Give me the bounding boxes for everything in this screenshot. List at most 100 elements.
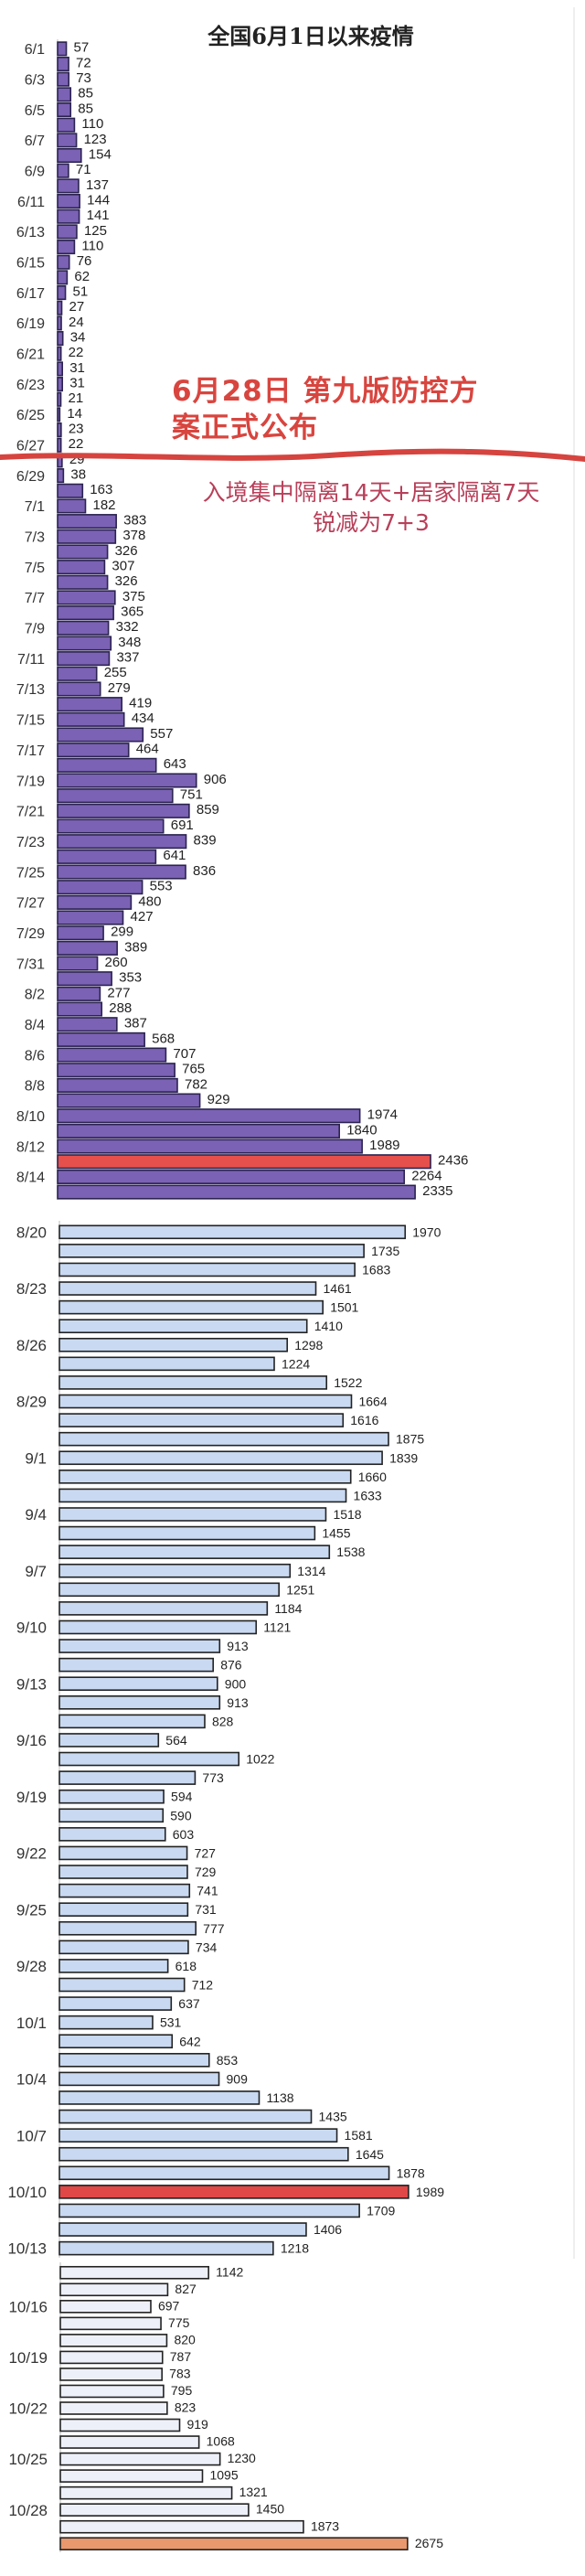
bar — [58, 1262, 356, 1277]
value-label: 557 — [150, 726, 173, 742]
bar — [57, 1047, 167, 1063]
value-label: 787 — [170, 2349, 192, 2364]
date-tick-label: 7/13 — [16, 682, 45, 698]
value-label: 137 — [86, 177, 109, 193]
value-label: 827 — [175, 2282, 197, 2296]
value-label: 1406 — [314, 2222, 342, 2237]
value-label: 427 — [131, 909, 154, 925]
value-label: 1840 — [346, 1122, 377, 1138]
value-label: 31 — [69, 360, 85, 376]
date-tick-label: 6/3 — [25, 72, 45, 88]
date-tick-label: 7/7 — [25, 591, 45, 606]
date-tick-label: 6/9 — [25, 164, 45, 179]
bar — [58, 2203, 360, 2218]
value-label: 531 — [160, 2015, 182, 2030]
bar — [58, 2128, 338, 2143]
date-tick-label: 9/28 — [16, 1958, 47, 1975]
date-tick-label: 6/1 — [25, 42, 45, 58]
value-label: 1314 — [297, 1564, 325, 1578]
value-label: 1839 — [389, 1450, 418, 1465]
date-tick-label: 7/23 — [16, 835, 45, 850]
bar — [58, 2053, 210, 2068]
bar — [57, 620, 110, 636]
bar — [59, 2334, 168, 2347]
value-label: 727 — [195, 1845, 217, 1860]
value-label: 1298 — [294, 1338, 323, 1352]
bar — [58, 1789, 165, 1804]
value-label: 389 — [124, 939, 147, 955]
value-label: 1581 — [345, 2128, 373, 2143]
bar — [58, 1714, 206, 1729]
bar — [57, 910, 124, 925]
bar — [57, 681, 101, 697]
bar — [58, 1902, 189, 1917]
bar — [58, 1244, 365, 1258]
bar — [59, 2537, 409, 2551]
bar — [57, 117, 76, 133]
bar — [58, 1582, 280, 1598]
bar — [57, 1001, 103, 1017]
bar — [58, 2090, 261, 2105]
date-tick-label: 10/13 — [7, 2240, 47, 2258]
bar — [57, 315, 62, 331]
bar — [58, 1959, 169, 1973]
value-label: 38 — [70, 466, 86, 482]
date-tick-label: 6/7 — [25, 134, 45, 149]
bar — [57, 254, 70, 270]
bar — [57, 788, 174, 804]
bar — [58, 1450, 383, 1466]
value-label: 820 — [174, 2332, 196, 2346]
bar — [57, 894, 133, 910]
value-label: 1450 — [256, 2502, 284, 2517]
bar — [58, 2240, 274, 2256]
value-label: 2675 — [415, 2536, 443, 2550]
annotation-line: 锐减为7+3 — [313, 509, 430, 536]
value-label: 163 — [90, 482, 112, 497]
bar — [57, 864, 186, 880]
value-label: 22 — [69, 436, 84, 452]
bar — [58, 1676, 218, 1692]
bar — [57, 727, 144, 743]
value-label: 434 — [132, 711, 154, 726]
value-label: 182 — [92, 497, 115, 513]
value-label: 383 — [123, 513, 146, 529]
date-tick-label: 6/11 — [17, 195, 45, 210]
bar — [58, 1470, 352, 1484]
value-label: 123 — [84, 132, 107, 147]
bar — [58, 2222, 307, 2237]
value-label: 783 — [169, 2366, 191, 2380]
bar — [57, 163, 69, 178]
date-tick-label: 10/7 — [16, 2127, 47, 2144]
bar — [58, 1507, 327, 1522]
date-tick-label: 10/19 — [8, 2349, 48, 2367]
date-tick-label: 8/2 — [25, 988, 45, 1003]
value-label: 23 — [69, 421, 84, 436]
date-tick-label: 6/19 — [16, 316, 45, 332]
value-label: 777 — [203, 1921, 225, 1936]
bar — [57, 605, 114, 621]
value-label: 828 — [212, 1714, 234, 1728]
bar — [58, 1639, 221, 1653]
bar — [58, 1431, 389, 1447]
value-label: 31 — [69, 375, 85, 390]
bar — [57, 880, 144, 895]
bar — [59, 2519, 304, 2534]
bar — [58, 1525, 316, 1541]
annotation-quarantine: 入境集中隔离14天+居家隔离7天 锐减为7+3 — [161, 477, 581, 538]
bar — [58, 1808, 165, 1823]
date-tick-label: 9/19 — [16, 1789, 47, 1806]
bar — [58, 1545, 331, 1559]
value-label: 419 — [129, 696, 152, 711]
value-label: 751 — [180, 787, 203, 803]
bar — [57, 208, 80, 224]
bar — [57, 41, 68, 57]
bar — [59, 2316, 162, 2331]
value-label: 387 — [124, 1016, 147, 1031]
date-tick-label: 8/4 — [25, 1018, 45, 1033]
value-label: 775 — [168, 2315, 190, 2330]
value-label: 909 — [227, 2071, 249, 2086]
bar — [58, 2185, 410, 2199]
value-label: 307 — [112, 559, 134, 574]
bar — [58, 1996, 173, 2011]
bar — [57, 422, 62, 438]
